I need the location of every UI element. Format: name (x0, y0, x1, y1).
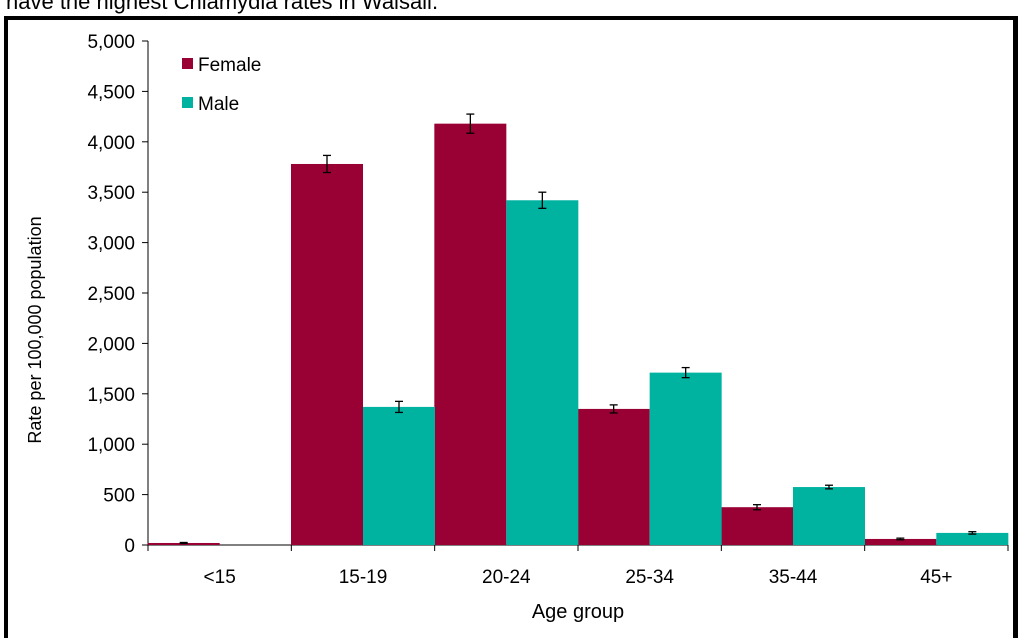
x-tick-label: 45+ (920, 567, 952, 588)
bar-male-45+ (936, 532, 1009, 545)
y-tick-label: 1,000 (87, 435, 135, 456)
legend-label-male: Male (198, 94, 239, 115)
legend-swatch-female (182, 58, 193, 69)
bar-male-20-24 (506, 200, 579, 546)
x-tick-label: <15 (204, 567, 236, 588)
legend-label-female: Female (198, 55, 261, 76)
y-tick-label: 500 (103, 486, 135, 507)
bar-male-35-44 (793, 487, 865, 545)
legend: Female Male (182, 55, 261, 115)
x-tick-label: 25-34 (625, 567, 674, 588)
y-tick-label: 0 (124, 536, 135, 557)
y-tick-label: 3,500 (87, 183, 135, 204)
x-tick-label: 15-19 (339, 567, 388, 588)
bar-female-20-24 (434, 123, 507, 545)
bar-female-35-44 (721, 507, 793, 545)
y-axis-label: Rate per 100,000 population (25, 216, 45, 443)
x-tick-label: 20-24 (482, 567, 531, 588)
y-tick-label: 4,000 (87, 133, 135, 154)
caption-text: have the highest Chlamydia rates in Wals… (6, 0, 439, 14)
bar-female-45+ (864, 538, 937, 545)
y-tick-label: 4,500 (87, 82, 135, 103)
x-axis-label: Age group (532, 601, 624, 623)
bar-male-25-34 (649, 372, 722, 545)
bar-female-15-19 (291, 163, 363, 545)
legend-swatch-male (182, 97, 193, 108)
y-tick-label: 2,500 (87, 284, 135, 305)
bar-male-15-19 (363, 406, 435, 545)
y-tick-label: 5,000 (87, 32, 135, 53)
x-tick-label: 35-44 (769, 567, 818, 588)
bar-female-25-34 (577, 408, 650, 545)
y-tick-label: 2,000 (87, 334, 135, 355)
y-tick-label: 3,000 (87, 234, 135, 255)
y-tick-label: 1,500 (87, 385, 135, 406)
